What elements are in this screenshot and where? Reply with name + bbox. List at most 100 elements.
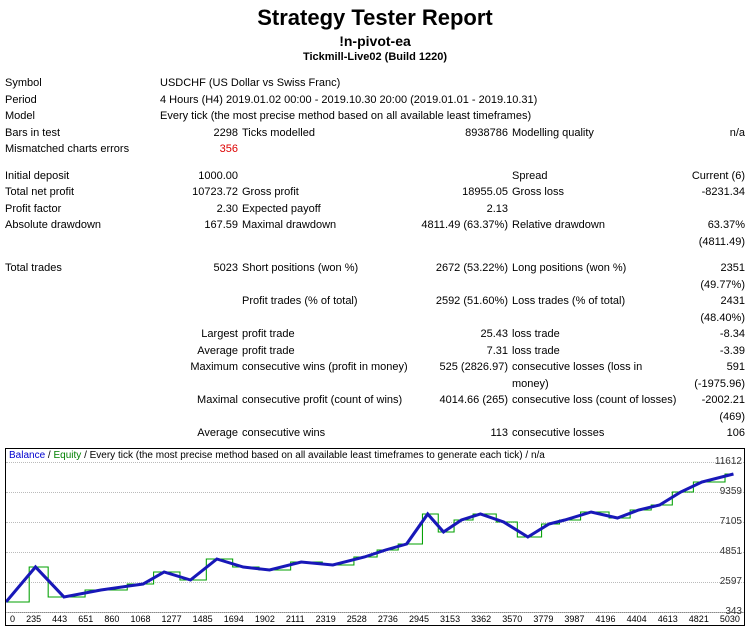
long-positions-value: 2351 (49.77%) bbox=[680, 260, 745, 293]
avg-cons-losses-value: 106 bbox=[680, 425, 745, 442]
spread-label: Spread bbox=[508, 168, 680, 185]
symbol-label: Symbol bbox=[5, 75, 160, 92]
x-tick-label: 1277 bbox=[162, 614, 182, 624]
x-tick-label: 443 bbox=[52, 614, 67, 624]
max-cons-wins-label: consecutive wins (profit in money) bbox=[238, 359, 410, 392]
gross-loss-value: -8231.34 bbox=[680, 184, 745, 201]
x-tick-label: 3570 bbox=[502, 614, 522, 624]
x-tick-label: 3779 bbox=[533, 614, 553, 624]
gross-profit-label: Gross profit bbox=[238, 184, 410, 201]
legend-tail: / Every tick (the most precise method ba… bbox=[84, 450, 545, 461]
mismatched-value: 356 bbox=[160, 141, 238, 158]
avg-profit-label: profit trade bbox=[238, 343, 410, 360]
gross-loss-label: Gross loss bbox=[508, 184, 680, 201]
max-drawdown-label: Maximal drawdown bbox=[238, 217, 410, 250]
total-trades-value: 5023 bbox=[160, 260, 238, 293]
x-tick-label: 2945 bbox=[409, 614, 429, 624]
deposit-value: 1000.00 bbox=[160, 168, 238, 185]
chart-legend: Balance / Equity / Every tick (the most … bbox=[6, 449, 744, 462]
x-tick-label: 3362 bbox=[471, 614, 491, 624]
expected-payoff-value: 2.13 bbox=[410, 201, 508, 218]
largest-profit-label: profit trade bbox=[238, 326, 410, 343]
short-positions-value: 2672 (53.22%) bbox=[410, 260, 508, 293]
maximum-label: Maximum bbox=[160, 359, 238, 392]
x-tick-label: 4404 bbox=[627, 614, 647, 624]
legend-equity: Equity bbox=[53, 450, 81, 461]
x-tick-label: 1485 bbox=[193, 614, 213, 624]
max-cons-wins-value: 525 (2826.97) bbox=[410, 359, 508, 392]
loss-trades-label: Loss trades (% of total) bbox=[508, 293, 680, 326]
max-cons-profit-value: 4014.66 (265) bbox=[410, 392, 508, 425]
abs-drawdown-label: Absolute drawdown bbox=[5, 217, 160, 250]
spread-value: Current (6) bbox=[680, 168, 745, 185]
rel-drawdown-value: 63.37% (4811.49) bbox=[680, 217, 745, 250]
profit-trades-value: 2592 (51.60%) bbox=[410, 293, 508, 326]
average2-label: Average bbox=[160, 425, 238, 442]
ea-name: !n-pivot-ea bbox=[5, 33, 745, 49]
x-tick-label: 4613 bbox=[658, 614, 678, 624]
abs-drawdown-value: 167.59 bbox=[160, 217, 238, 250]
x-tick-label: 1694 bbox=[224, 614, 244, 624]
max-cons-loss-value: -2002.21 (469) bbox=[680, 392, 745, 425]
bars-value: 2298 bbox=[160, 125, 238, 142]
x-tick-label: 2319 bbox=[316, 614, 336, 624]
avg-loss-label: loss trade bbox=[508, 343, 680, 360]
x-tick-label: 4196 bbox=[596, 614, 616, 624]
build-info: Tickmill-Live02 (Build 1220) bbox=[5, 51, 745, 63]
max-drawdown-value: 4811.49 (63.37%) bbox=[410, 217, 508, 250]
x-tick-label: 0 bbox=[10, 614, 15, 624]
x-tick-label: 2736 bbox=[378, 614, 398, 624]
avg-cons-losses-label: consecutive losses bbox=[508, 425, 680, 442]
ticks-value: 8938786 bbox=[410, 125, 508, 142]
average-label: Average bbox=[160, 343, 238, 360]
modelling-quality-value: n/a bbox=[680, 125, 745, 142]
x-tick-label: 2528 bbox=[347, 614, 367, 624]
largest-label: Largest bbox=[160, 326, 238, 343]
avg-cons-wins-value: 113 bbox=[410, 425, 508, 442]
report-table: SymbolUSDCHF (US Dollar vs Swiss Franc) … bbox=[5, 75, 745, 442]
x-tick-label: 4821 bbox=[689, 614, 709, 624]
x-tick-label: 2111 bbox=[286, 614, 305, 624]
period-label: Period bbox=[5, 92, 160, 109]
largest-profit-value: 25.43 bbox=[410, 326, 508, 343]
largest-loss-value: -8.34 bbox=[680, 326, 745, 343]
symbol-value: USDCHF (US Dollar vs Swiss Franc) bbox=[160, 75, 340, 92]
gross-profit-value: 18955.05 bbox=[410, 184, 508, 201]
max-cons-losses-value: 591 (-1975.96) bbox=[680, 359, 745, 392]
profit-factor-label: Profit factor bbox=[5, 201, 160, 218]
expected-payoff-label: Expected payoff bbox=[238, 201, 410, 218]
model-value: Every tick (the most precise method base… bbox=[160, 108, 531, 125]
max-cons-losses-label: consecutive losses (loss in money) bbox=[508, 359, 680, 392]
mismatched-label: Mismatched charts errors bbox=[5, 141, 160, 158]
balance-chart: Balance / Equity / Every tick (the most … bbox=[5, 448, 745, 626]
x-tick-label: 651 bbox=[78, 614, 93, 624]
modelling-quality-label: Modelling quality bbox=[508, 125, 680, 142]
net-profit-label: Total net profit bbox=[5, 184, 160, 201]
model-label: Model bbox=[5, 108, 160, 125]
max-cons-profit-label: consecutive profit (count of wins) bbox=[238, 392, 410, 425]
total-trades-label: Total trades bbox=[5, 260, 160, 293]
x-tick-label: 3153 bbox=[440, 614, 460, 624]
loss-trades-value: 2431 (48.40%) bbox=[680, 293, 745, 326]
net-profit-value: 10723.72 bbox=[160, 184, 238, 201]
page-title: Strategy Tester Report bbox=[5, 5, 745, 31]
period-value: 4 Hours (H4) 2019.01.02 00:00 - 2019.10.… bbox=[160, 92, 537, 109]
bars-label: Bars in test bbox=[5, 125, 160, 142]
x-tick-label: 1902 bbox=[255, 614, 275, 624]
profit-factor-value: 2.30 bbox=[160, 201, 238, 218]
largest-loss-label: loss trade bbox=[508, 326, 680, 343]
deposit-label: Initial deposit bbox=[5, 168, 160, 185]
x-tick-label: 1068 bbox=[130, 614, 150, 624]
avg-loss-value: -3.39 bbox=[680, 343, 745, 360]
x-tick-label: 860 bbox=[104, 614, 119, 624]
x-tick-label: 3987 bbox=[564, 614, 584, 624]
short-positions-label: Short positions (won %) bbox=[238, 260, 410, 293]
rel-drawdown-label: Relative drawdown bbox=[508, 217, 680, 250]
max-cons-loss-label: consecutive loss (count of losses) bbox=[508, 392, 680, 425]
maximal-label: Maximal bbox=[160, 392, 238, 425]
legend-balance: Balance bbox=[9, 450, 45, 461]
long-positions-label: Long positions (won %) bbox=[508, 260, 680, 293]
profit-trades-label: Profit trades (% of total) bbox=[238, 293, 410, 326]
avg-cons-wins-label: consecutive wins bbox=[238, 425, 410, 442]
chart-x-axis: 0235443651860106812771485169419022111231… bbox=[6, 612, 744, 625]
